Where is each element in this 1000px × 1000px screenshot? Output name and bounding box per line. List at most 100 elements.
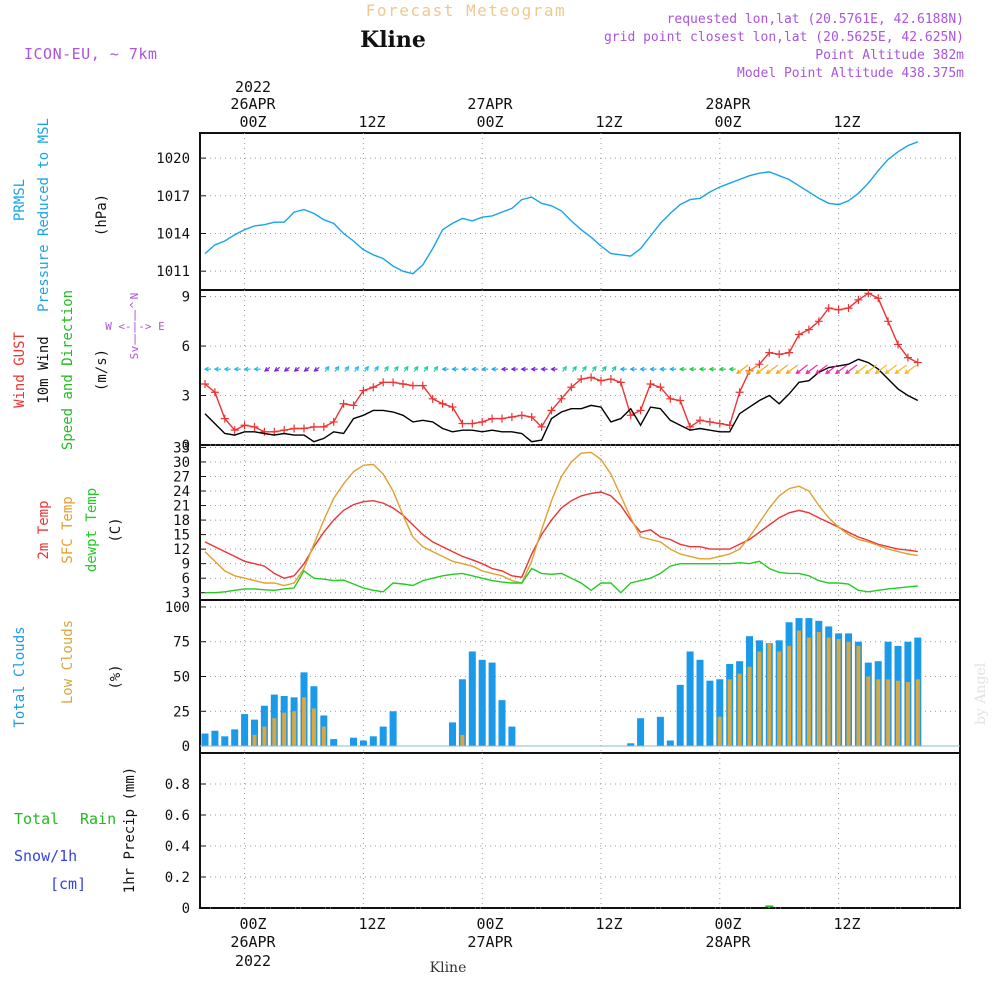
- gust-marker: [240, 421, 249, 430]
- gust-marker: [666, 394, 675, 403]
- total-cloud-bar: [201, 733, 209, 747]
- model-altitude: Model Point Altitude 438.375m: [737, 66, 964, 81]
- wind-arrow-head: [864, 369, 870, 375]
- wind-arrow-head: [303, 367, 309, 372]
- gust-marker: [498, 414, 506, 423]
- plot-layer: 1011101410171020036936912151821242730330…: [156, 133, 960, 917]
- gust-marker: [656, 383, 665, 392]
- bottom-hour-label: 00Z: [714, 915, 741, 933]
- total-cloud-bar: [221, 736, 229, 747]
- label-ms: (m/s): [94, 349, 110, 391]
- precip-panel: [199, 752, 961, 909]
- wind-gust-line: [204, 292, 919, 433]
- wind-arrow-head: [510, 366, 516, 372]
- y-tick-label: 30: [173, 455, 190, 471]
- wind-arrow-head: [520, 366, 526, 372]
- wind-arrow: [875, 364, 888, 374]
- wind-arrow-head: [884, 369, 890, 375]
- top-hour-label: 12Z: [358, 113, 385, 131]
- y-tick-label: 9: [182, 557, 190, 573]
- low-cloud-bar: [767, 643, 772, 747]
- point-altitude: Point Altitude 382m: [815, 48, 964, 63]
- wind-arrow-head: [384, 365, 389, 371]
- wind-arrow: [835, 364, 848, 374]
- y-tick-label: 0: [182, 438, 190, 454]
- gust-marker: [844, 304, 853, 313]
- gust-marker: [290, 424, 299, 433]
- gust-marker: [389, 378, 398, 387]
- gust-marker: [369, 383, 378, 392]
- gust-marker: [616, 378, 625, 387]
- top-hour-label: 12Z: [595, 113, 622, 131]
- top-date-26apr: 26APR: [230, 95, 276, 113]
- compass-we: W <-|-> E: [105, 320, 165, 333]
- wind-arrow-head: [324, 365, 330, 371]
- wind-arrow-head: [423, 365, 429, 371]
- gust-marker: [250, 422, 259, 431]
- y-tick-label: 25: [173, 704, 190, 720]
- total-cloud-bar: [241, 714, 249, 747]
- wind-arrow-head: [293, 367, 299, 372]
- wind-arrow-head: [728, 366, 734, 372]
- gust-marker: [359, 386, 368, 395]
- wind-arrow-head: [313, 367, 319, 372]
- total-cloud-bar: [716, 679, 724, 747]
- label-dewpt-temp: dewpt Temp: [84, 488, 100, 572]
- wind-arrow-head: [611, 365, 617, 371]
- total-cloud-bar: [231, 729, 239, 747]
- gust-marker: [606, 375, 615, 384]
- total-cloud-bar: [350, 737, 357, 747]
- wind-arrow-head: [649, 366, 655, 372]
- y-tick-label: 0: [182, 739, 190, 755]
- label-low-clouds: Low Clouds: [60, 620, 76, 704]
- gust-marker: [468, 419, 477, 428]
- top-hour-label: 12Z: [833, 113, 860, 131]
- y-tick-label: 27: [173, 469, 190, 485]
- wind-arrow-head: [775, 369, 781, 375]
- low-cloud-bar: [311, 708, 316, 747]
- gust-marker: [557, 394, 566, 403]
- temp-panel: [199, 444, 961, 601]
- wind-arrow-head: [480, 366, 486, 372]
- total-cloud-bar: [458, 679, 466, 747]
- gust-marker: [715, 419, 724, 428]
- compass-bar-bottom: |: [132, 332, 139, 345]
- wind-arrow-head: [223, 366, 229, 372]
- gust-marker: [319, 422, 328, 431]
- low-cloud-bar: [302, 697, 306, 747]
- wind-arrow-head: [263, 367, 270, 372]
- gust-marker: [854, 295, 863, 304]
- wind-arrow-head: [500, 366, 506, 372]
- gust-marker: [755, 360, 764, 369]
- bottom-hour-label: 12Z: [595, 915, 622, 933]
- label-wind-gust: Wind GUST: [12, 332, 28, 408]
- wind-arrow: [885, 364, 898, 374]
- gust-marker: [874, 294, 883, 303]
- gust-marker: [488, 414, 497, 423]
- low-cloud-bar: [737, 673, 742, 747]
- label-pressure-msl: Pressure Reduced to MSL: [36, 118, 52, 312]
- y-tick-label: 15: [173, 528, 190, 544]
- total-cloud-bar: [686, 651, 694, 747]
- low-cloud-bar: [717, 716, 722, 747]
- gust-marker: [597, 376, 605, 385]
- gust-marker: [735, 388, 744, 397]
- bottom-date-26apr: 26APR: [230, 933, 276, 951]
- gust-marker: [517, 411, 526, 420]
- total-cloud-bar: [468, 651, 476, 747]
- gust-marker: [913, 358, 922, 367]
- wind-arrow-head: [805, 369, 811, 375]
- gust-marker: [894, 340, 902, 349]
- label-2m-temp: 2m Temp: [36, 500, 52, 559]
- wind-arrow-head: [213, 366, 219, 372]
- wind-arrow-head: [854, 369, 860, 375]
- label-total-clouds: Total Clouds: [12, 626, 28, 727]
- bottom-hour-label: 00Z: [476, 915, 503, 933]
- wind-arrow: [766, 364, 779, 374]
- wind-arrow: [904, 364, 917, 374]
- wind-arrow-head: [490, 366, 496, 372]
- y-tick-label: 3: [182, 389, 190, 405]
- wind-arrow-head: [471, 366, 477, 372]
- gust-marker: [507, 412, 516, 421]
- gust-marker: [834, 305, 843, 314]
